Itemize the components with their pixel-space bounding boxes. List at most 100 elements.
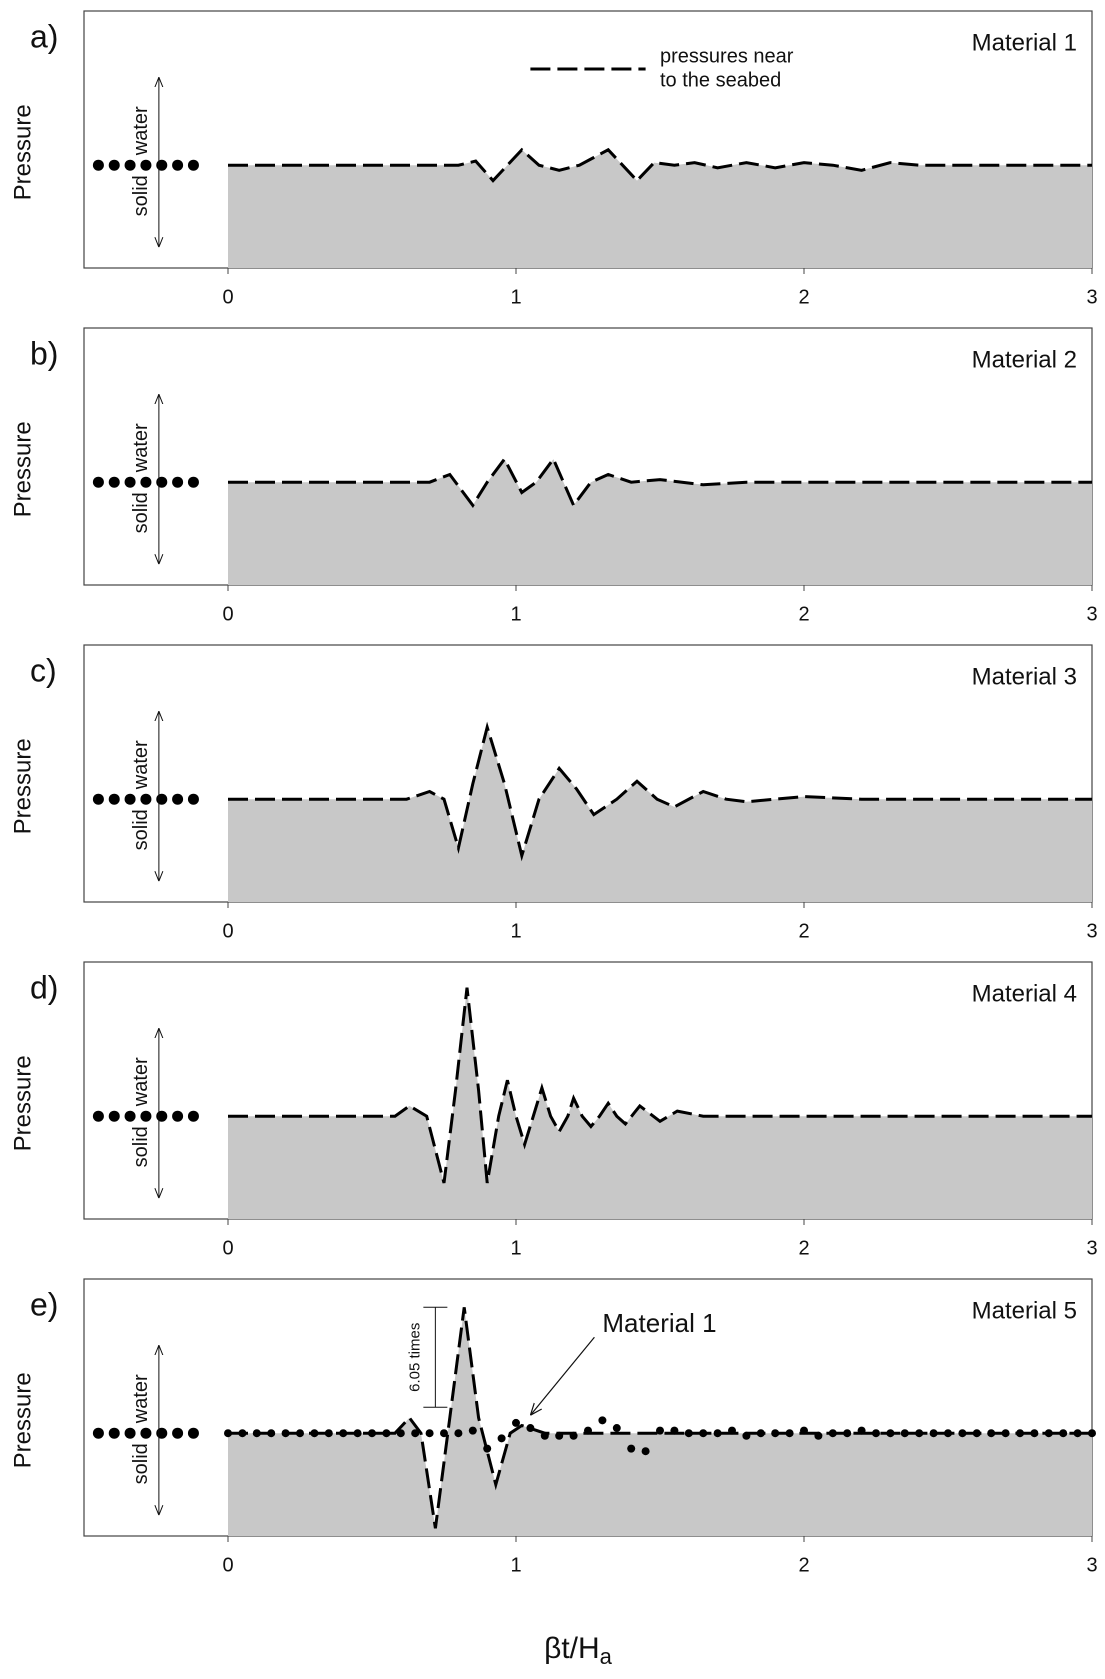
x-tick-label: 1 <box>510 286 521 308</box>
x-tick-label: 1 <box>510 1554 521 1576</box>
dot-marker <box>108 159 120 171</box>
panel: 0 1 2 3 a) Material 1 Pressure water solid pressu… <box>9 10 1098 308</box>
panel-title: Material 1 <box>972 29 1077 56</box>
dot-marker <box>172 159 184 171</box>
x-tick-label: 1 <box>510 603 521 625</box>
scatter-point <box>396 1429 405 1438</box>
scatter-point <box>641 1447 650 1456</box>
solid-area <box>228 1307 1092 1536</box>
dot-marker <box>172 1427 184 1439</box>
scatter-point <box>699 1429 708 1438</box>
scatter-point <box>368 1429 376 1438</box>
water-label: water <box>130 740 152 790</box>
solid-area <box>228 459 1092 585</box>
dot-marker <box>108 1427 120 1439</box>
dot-marker <box>92 1110 104 1122</box>
dot-marker <box>172 1110 184 1122</box>
scatter-point <box>555 1431 564 1440</box>
panel-label: b) <box>30 335 58 371</box>
scatter-point <box>872 1429 880 1438</box>
scatter-point <box>944 1429 952 1438</box>
x-tick-label: 0 <box>222 920 233 942</box>
dot-marker <box>140 476 152 488</box>
dot-marker <box>187 1110 199 1122</box>
scatter-point <box>771 1429 780 1438</box>
scatter-point <box>915 1429 924 1438</box>
x-label-sub: a <box>600 1644 613 1669</box>
x-tick-label: 2 <box>798 1554 809 1576</box>
scatter-point <box>785 1429 794 1438</box>
x-tick-label: 3 <box>1086 920 1097 942</box>
scatter-point <box>296 1429 304 1438</box>
dot-marker <box>92 159 104 171</box>
panel: 0 1 2 3 d) Material 4 Pressure water solid <box>9 961 1098 1259</box>
scatter-point <box>987 1429 996 1438</box>
scatter-point <box>454 1429 463 1438</box>
scatter-point <box>267 1429 276 1438</box>
scatter-point <box>670 1426 679 1435</box>
scatter-point <box>497 1434 506 1443</box>
dot-marker <box>156 1110 168 1122</box>
scatter-point <box>339 1429 348 1438</box>
y-axis-label: Pressure <box>9 421 36 517</box>
scatter-point <box>742 1431 751 1440</box>
scatter-point <box>1088 1429 1096 1438</box>
dot-marker <box>172 476 184 488</box>
water-label: water <box>130 106 152 156</box>
solid-area <box>228 987 1092 1219</box>
dot-marker <box>124 1110 136 1122</box>
dot-marker <box>156 476 168 488</box>
scatter-point <box>929 1429 938 1438</box>
scatter-point <box>310 1429 319 1438</box>
solid-label: solid <box>130 175 152 216</box>
panel-title: Material 3 <box>972 663 1077 690</box>
x-tick-label: 0 <box>222 286 233 308</box>
x-tick-label: 3 <box>1086 286 1097 308</box>
scatter-point <box>828 1429 837 1438</box>
water-label: water <box>130 1057 152 1107</box>
x-label-main: βt/H <box>544 1632 600 1665</box>
water-label: water <box>130 423 152 473</box>
legend-label: to the seabed <box>660 69 781 91</box>
panel: Material 1 0 1 2 3 e) Material 5 Pressure water s… <box>9 1278 1098 1576</box>
scatter-point <box>526 1424 535 1433</box>
scatter-point <box>598 1416 607 1425</box>
dot-marker <box>187 793 199 805</box>
dot-marker <box>92 793 104 805</box>
dot-marker <box>124 159 136 171</box>
pressure-line <box>228 456 1092 509</box>
dot-marker <box>124 476 136 488</box>
pressure-line <box>228 987 1092 1184</box>
scatter-point <box>353 1429 362 1438</box>
x-tick-label: 0 <box>222 1237 233 1259</box>
annotation-arrow <box>530 1336 595 1415</box>
pressure-line <box>228 721 1092 862</box>
dot-marker <box>124 793 136 805</box>
scatter-point <box>843 1429 852 1438</box>
dot-marker <box>156 793 168 805</box>
pressure-line <box>228 1307 1092 1529</box>
x-tick-label: 3 <box>1086 1554 1097 1576</box>
dot-marker <box>140 793 152 805</box>
legend-label: pressures near <box>660 45 794 67</box>
y-axis-label: Pressure <box>9 1055 36 1151</box>
scatter-point <box>1016 1429 1024 1438</box>
dot-marker <box>124 1427 136 1439</box>
solid-area <box>228 149 1092 268</box>
panel: 0 1 2 3 c) Material 3 Pressure water solid <box>9 644 1098 942</box>
scatter-point <box>1030 1429 1039 1438</box>
scatter-point <box>569 1431 578 1440</box>
x-tick-label: 2 <box>798 1237 809 1259</box>
scatter-point <box>1059 1429 1068 1438</box>
scatter-point <box>958 1429 967 1438</box>
dot-marker <box>187 476 199 488</box>
scatter-point <box>1073 1429 1082 1438</box>
scatter-point <box>886 1429 895 1438</box>
x-tick-label: 1 <box>510 1237 521 1259</box>
dot-marker <box>92 476 104 488</box>
x-tick-label: 0 <box>222 603 233 625</box>
solid-area <box>228 727 1092 902</box>
panel: 0 1 2 3 b) Material 2 Pressure water solid <box>9 327 1098 625</box>
scatter-point <box>238 1429 247 1438</box>
